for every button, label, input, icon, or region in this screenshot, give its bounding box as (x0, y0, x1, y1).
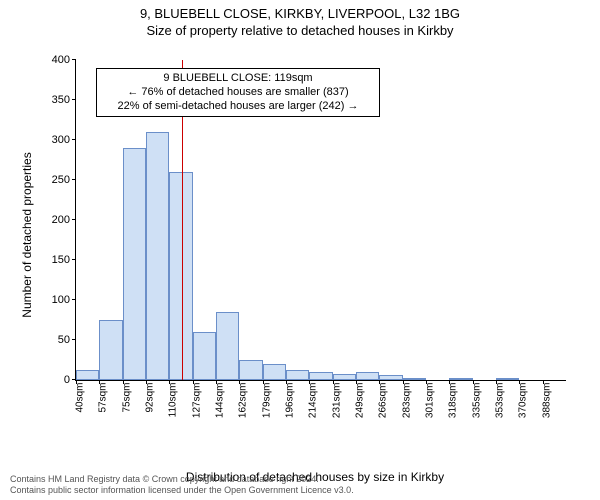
histogram-bar (356, 372, 379, 380)
x-tick-label: 110sqm (168, 383, 179, 418)
y-tick-label: 350 (40, 94, 70, 106)
y-tick-mark (72, 259, 76, 260)
y-tick-mark (72, 219, 76, 220)
plot-area: 05010015020025030035040040sqm57sqm75sqm9… (75, 60, 566, 381)
annotation-line1: 9 BLUEBELL CLOSE: 119sqm (103, 72, 373, 86)
y-axis-label: Number of detached properties (20, 152, 34, 317)
annotation-box: 9 BLUEBELL CLOSE: 119sqm ← 76% of detach… (96, 68, 380, 117)
x-tick-label: 353sqm (495, 383, 506, 419)
x-tick-label: 249sqm (355, 383, 366, 419)
footer-line2: Contains public sector information licen… (10, 485, 354, 496)
y-tick-label: 0 (40, 374, 70, 386)
histogram-bar (333, 374, 356, 380)
footer-attribution: Contains HM Land Registry data © Crown c… (10, 474, 354, 496)
histogram-bar (76, 370, 99, 380)
x-tick-label: 127sqm (191, 383, 202, 419)
x-tick-label: 40sqm (75, 383, 86, 413)
y-tick-label: 250 (40, 174, 70, 186)
histogram-bar (146, 132, 169, 380)
histogram-bar (193, 332, 216, 380)
x-tick-label: 266sqm (378, 383, 389, 419)
x-tick-label: 231sqm (331, 383, 342, 419)
histogram-bar (309, 372, 332, 380)
x-tick-label: 283sqm (401, 383, 412, 419)
y-tick-mark (72, 99, 76, 100)
annotation-line3: 22% of semi-detached houses are larger (… (103, 100, 373, 114)
y-tick-label: 200 (40, 214, 70, 226)
y-tick-label: 100 (40, 294, 70, 306)
y-tick-mark (72, 339, 76, 340)
histogram-bar (239, 360, 262, 380)
y-tick-mark (72, 139, 76, 140)
y-tick-mark (72, 59, 76, 60)
x-tick-label: 370sqm (518, 383, 529, 419)
x-tick-label: 179sqm (261, 383, 272, 419)
histogram-bar (403, 378, 426, 380)
x-tick-label: 57sqm (98, 383, 109, 413)
x-tick-label: 75sqm (121, 383, 132, 413)
y-tick-label: 400 (40, 54, 70, 66)
x-tick-label: 301sqm (425, 383, 436, 419)
y-tick-label: 50 (40, 334, 70, 346)
histogram-bar (263, 364, 286, 380)
histogram-bar (123, 148, 146, 380)
histogram-bar (496, 378, 519, 380)
histogram-bar (286, 370, 309, 380)
y-tick-label: 300 (40, 134, 70, 146)
histogram-chart: Number of detached properties 0501001502… (55, 50, 575, 420)
x-tick-label: 335sqm (471, 383, 482, 419)
histogram-bar (449, 378, 472, 380)
histogram-bar (99, 320, 122, 380)
y-tick-mark (72, 299, 76, 300)
annotation-line2: ← 76% of detached houses are smaller (83… (103, 86, 373, 100)
page-title: 9, BLUEBELL CLOSE, KIRKBY, LIVERPOOL, L3… (0, 6, 600, 21)
histogram-bar (216, 312, 239, 380)
x-tick-label: 144sqm (215, 383, 226, 419)
page-subtitle: Size of property relative to detached ho… (0, 23, 600, 38)
x-tick-label: 92sqm (145, 383, 156, 413)
footer-line1: Contains HM Land Registry data © Crown c… (10, 474, 354, 485)
y-tick-mark (72, 179, 76, 180)
histogram-bar (379, 375, 402, 380)
x-tick-label: 162sqm (238, 383, 249, 419)
x-tick-label: 388sqm (541, 383, 552, 419)
x-tick-label: 196sqm (285, 383, 296, 419)
x-tick-label: 318sqm (448, 383, 459, 419)
y-tick-label: 150 (40, 254, 70, 266)
x-tick-label: 214sqm (308, 383, 319, 419)
